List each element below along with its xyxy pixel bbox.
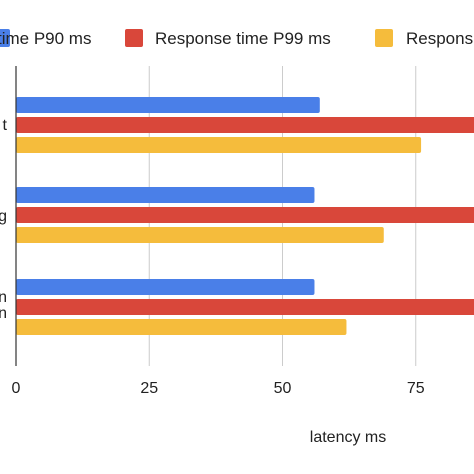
bars [16, 97, 474, 335]
bar-1-series-1 [16, 97, 320, 113]
bar-2-series-3 [16, 227, 384, 243]
legend-swatch-p99 [125, 29, 143, 47]
category-label-2: g [0, 208, 7, 225]
bar-3-series-3 [16, 319, 347, 335]
x-tick-labels: 0 25 50 75 [12, 380, 425, 397]
legend-swatch-p90 [0, 29, 10, 47]
bar-2-series-1 [16, 187, 315, 203]
category-label-1: t [3, 117, 8, 134]
bar-1-series-3 [16, 137, 422, 153]
x-tick-label-25: 25 [140, 380, 158, 397]
x-tick-label-75: 75 [407, 380, 425, 397]
x-tick-label-0: 0 [12, 380, 21, 397]
x-axis-title: latency ms [310, 429, 386, 446]
category-labels: t g nn [0, 117, 8, 322]
category-label-3-line-1: n [0, 289, 7, 306]
legend-label-p99: Response time P99 ms [155, 29, 331, 48]
x-tick-label-50: 50 [274, 380, 292, 397]
bar-3-series-1 [16, 279, 315, 295]
category-label-3-line-2: n [0, 305, 7, 322]
bar-3-series-2 [16, 299, 474, 315]
legend-label-third: Respons [406, 29, 473, 48]
legend: time P90 ms Response time P99 ms Respons [0, 29, 473, 48]
bar-2-series-2 [16, 207, 474, 223]
legend-swatch-third [375, 29, 393, 47]
bar-1-series-2 [16, 117, 474, 133]
legend-label-p90: time P90 ms [0, 29, 91, 48]
